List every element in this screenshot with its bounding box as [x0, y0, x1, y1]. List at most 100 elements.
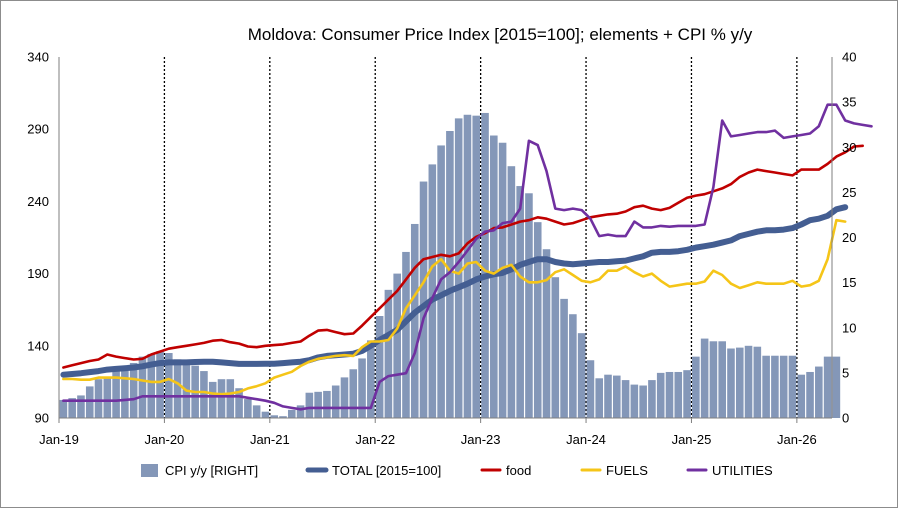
x-tick-label: Jan-26 [777, 432, 817, 447]
gridlines [163, 57, 798, 418]
cpi-bar [305, 392, 314, 418]
x-tick-label: Jan-25 [672, 432, 712, 447]
cpi-bar [147, 353, 156, 418]
cpi-bar [112, 371, 120, 418]
right-tick-label: 25 [842, 185, 856, 200]
cpi-bar [129, 362, 138, 418]
cpi-bar [815, 366, 823, 418]
legend-total: TOTAL [2015=100] [305, 463, 441, 478]
cpi-bar [200, 371, 208, 418]
cpi-bar [797, 374, 806, 418]
cpi-bar [771, 355, 779, 418]
left-axis-ticks: 90 140 190 240 290 340 [27, 50, 49, 426]
right-tick-label: 0 [842, 411, 849, 426]
cpi-bar [68, 398, 76, 418]
cpi-bar [832, 356, 841, 418]
cpi-bar [612, 375, 621, 418]
x-tick-label: Jan-21 [250, 432, 290, 447]
cpi-bar [753, 346, 762, 418]
legend-cpi-label: CPI y/y [RIGHT] [165, 463, 258, 478]
cpi-bar [393, 273, 401, 418]
cpi-bar [165, 353, 173, 418]
cpi-bar [525, 193, 533, 418]
cpi-bar [384, 289, 393, 418]
cpi-bar [323, 390, 331, 418]
chart-title: Moldova: Consumer Price Index [2015=100]… [248, 25, 753, 44]
cpi-bar [630, 384, 639, 418]
line-total [60, 204, 849, 378]
cpi-bar [498, 142, 507, 419]
cpi-bar [59, 399, 68, 418]
x-tick-label: Jan-22 [355, 432, 395, 447]
left-tick-label: 340 [27, 50, 49, 65]
cpi-bar [604, 374, 612, 418]
cpi-bar [296, 405, 305, 418]
cpi-bar [656, 372, 665, 418]
cpi-bar [103, 377, 112, 418]
cpi-bar [208, 381, 217, 418]
cpi-bar [779, 355, 788, 418]
left-tick-label: 140 [27, 338, 49, 353]
legend: CPI y/y [RIGHT] TOTAL [2015=100] food FUELS… [141, 463, 773, 478]
cpi-bar [692, 356, 700, 418]
cpi-bar [586, 360, 595, 418]
right-axis-ticks: 0 5 10 15 20 25 30 35 40 [842, 50, 856, 426]
cpi-bar [235, 388, 243, 418]
cpi-bar [446, 131, 454, 418]
cpi-bar [665, 371, 674, 418]
cpi-bar [762, 355, 770, 418]
cpi-bar [94, 379, 103, 418]
cpi-bar [173, 359, 182, 418]
x-tick-label: Jan-24 [566, 432, 606, 447]
right-tick-label: 20 [842, 230, 856, 245]
right-tick-label: 40 [842, 50, 856, 65]
line-series-group [60, 103, 873, 411]
cpi-bar [463, 114, 472, 418]
cpi-bar [595, 378, 604, 418]
cpi-bar [138, 356, 147, 418]
legend-food-label: food [506, 463, 531, 478]
cpi-bar [551, 277, 560, 418]
cpi-bar [516, 186, 524, 418]
bar-series-cpi [59, 112, 841, 419]
right-tick-label: 5 [842, 365, 849, 380]
cpi-bar [700, 338, 709, 418]
cpi-bar [639, 385, 647, 418]
legend-fuels: FUELS [580, 463, 648, 478]
cpi-bar [261, 411, 270, 418]
cpi-bar [340, 377, 349, 418]
x-axis-ticks: Jan-19 Jan-20 Jan-21 Jan-22 Jan-23 Jan-24 Jan-… [39, 432, 817, 447]
right-tick-label: 30 [842, 140, 856, 155]
left-tick-label: 190 [27, 266, 49, 281]
cpi-bar [560, 298, 568, 418]
cpi-bar [735, 347, 744, 418]
cpi-bar [542, 249, 551, 418]
cpi-bar [507, 166, 516, 418]
cpi-bar [402, 251, 410, 418]
cpi-bar [367, 340, 375, 418]
x-tick-label: Jan-19 [39, 432, 79, 447]
cpi-bar [77, 395, 85, 418]
cpi-bar [279, 416, 287, 418]
legend-fuels-label: FUELS [606, 463, 648, 478]
legend-utilities-label: UTILITIES [712, 463, 773, 478]
cpi-bar [806, 371, 814, 418]
cpi-bar [244, 399, 252, 418]
x-tick-label: Jan-20 [145, 432, 185, 447]
cpi-bar [472, 115, 481, 418]
cpi-bar [823, 356, 832, 418]
cpi-bar [270, 415, 279, 418]
cpi-bar [428, 164, 437, 418]
legend-cpi-swatch [141, 464, 158, 477]
cpi-bar [331, 385, 340, 418]
cpi-bar [481, 112, 489, 418]
cpi-bar [744, 345, 753, 418]
cpi-bar [454, 118, 463, 419]
cpi-bar [683, 370, 691, 418]
line-fuels [62, 218, 847, 396]
cpi-bar [156, 351, 164, 418]
legend-cpi: CPI y/y [RIGHT] [141, 463, 258, 478]
line-food [62, 144, 865, 369]
left-tick-label: 240 [27, 194, 49, 209]
